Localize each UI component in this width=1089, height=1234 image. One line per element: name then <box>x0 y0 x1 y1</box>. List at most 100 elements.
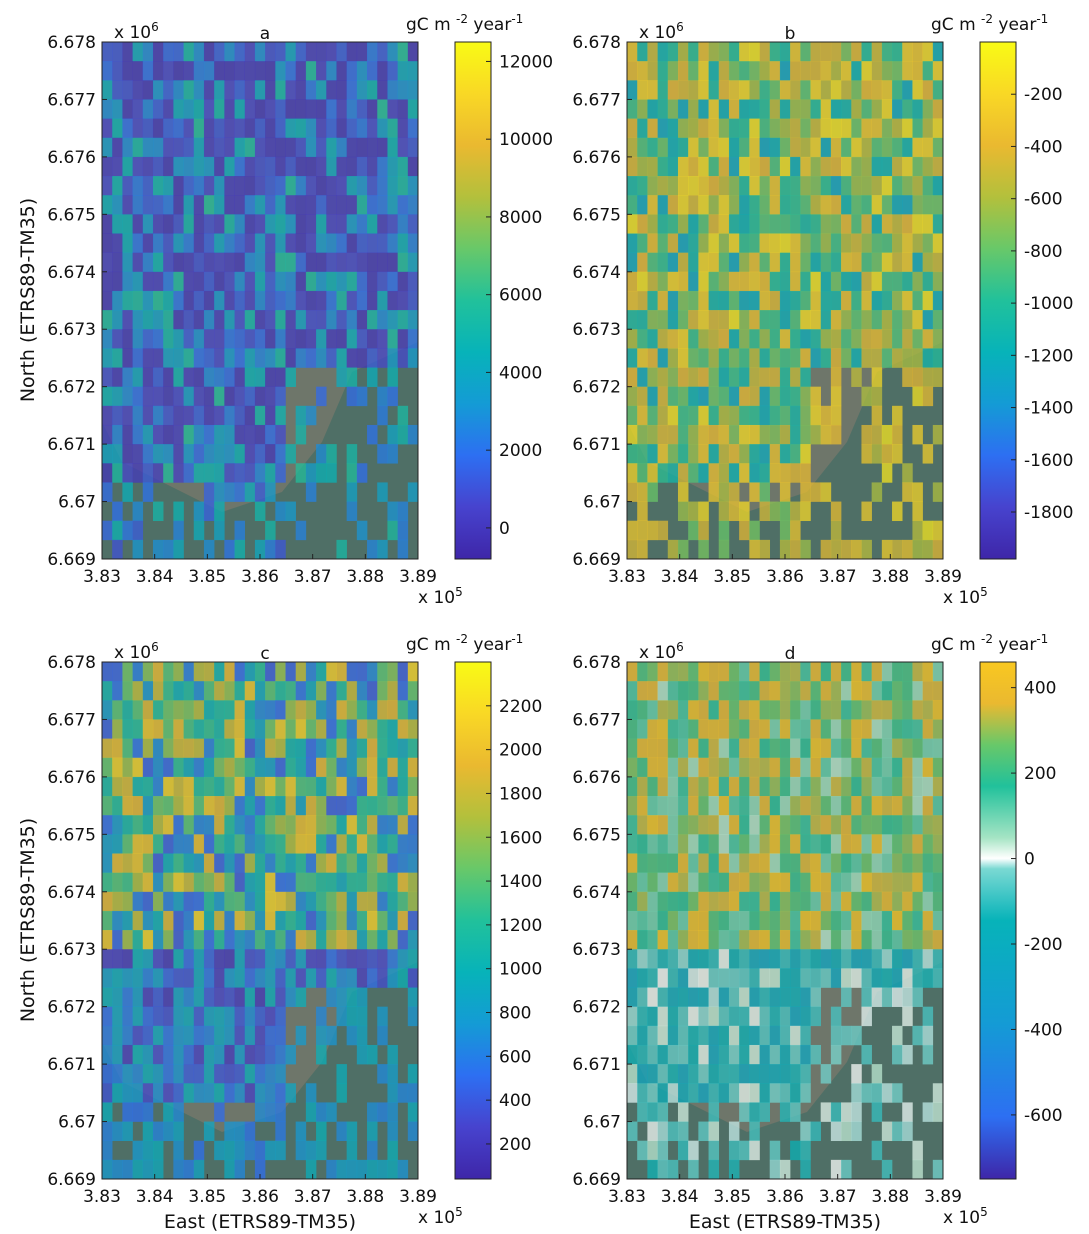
heatmap-cell <box>112 662 123 682</box>
heatmap-cell <box>285 662 296 682</box>
heatmap-cell <box>841 1102 852 1122</box>
heatmap-cell <box>244 176 256 196</box>
y-tick-label: 6.672 <box>47 998 96 1018</box>
heatmap-cell <box>132 99 144 119</box>
heatmap-cell <box>667 834 679 854</box>
heatmap-cell <box>790 405 801 426</box>
heatmap-cell <box>667 367 679 387</box>
heatmap-cell <box>739 719 750 739</box>
heatmap-cell <box>769 1025 781 1046</box>
heatmap-cell <box>356 176 368 196</box>
heatmap-cell <box>871 233 883 253</box>
heatmap-cell <box>647 757 658 778</box>
heatmap-cell <box>769 968 781 988</box>
heatmap-cell <box>647 118 658 139</box>
heatmap-cell <box>132 195 144 215</box>
heatmap-cell <box>728 118 740 139</box>
heatmap-cell <box>285 137 296 158</box>
heatmap-cell <box>912 891 923 912</box>
heatmap-cell <box>122 1044 133 1065</box>
heatmap-cell <box>637 949 648 969</box>
heatmap-cell <box>841 834 852 854</box>
heatmap-cell <box>728 405 740 426</box>
heatmap-cell <box>871 700 883 720</box>
heatmap-cell <box>912 968 923 988</box>
heatmap-cell <box>265 310 276 330</box>
heatmap-cell <box>224 195 235 215</box>
heatmap-cell <box>173 539 184 559</box>
heatmap-cell <box>820 348 832 368</box>
heatmap-cell <box>122 176 133 196</box>
heatmap-cell <box>265 700 276 720</box>
panel-title: d <box>785 644 796 664</box>
heatmap-cell <box>637 1064 648 1084</box>
heatmap-cell <box>779 796 791 816</box>
heatmap-cell <box>234 872 246 893</box>
y-exponent: x 106 <box>639 20 684 43</box>
heatmap-cell <box>397 681 409 701</box>
heatmap-cell <box>244 1064 256 1084</box>
heatmap-cell <box>688 700 699 720</box>
heatmap-cell <box>183 233 195 253</box>
heatmap-cell <box>265 348 276 368</box>
heatmap-cell <box>769 118 781 139</box>
heatmap-cell <box>861 700 872 720</box>
heatmap-cell <box>305 271 317 292</box>
heatmap-cell <box>851 872 862 893</box>
heatmap-cell <box>790 796 801 816</box>
heatmap-cell <box>739 1102 750 1122</box>
heatmap-cell <box>759 853 771 873</box>
heatmap-cell <box>122 738 133 759</box>
heatmap-cell <box>265 796 276 816</box>
heatmap-cell <box>142 1025 154 1046</box>
heatmap-cell <box>698 987 709 1007</box>
heatmap-cell <box>912 1025 923 1046</box>
heatmap-cell <box>203 156 215 177</box>
heatmap-cell <box>810 1006 821 1027</box>
heatmap-cell <box>749 1102 760 1122</box>
heatmap-cell <box>346 719 358 739</box>
heatmap-cell <box>163 290 174 311</box>
heatmap-cell <box>285 367 296 387</box>
heatmap-cell <box>759 42 771 62</box>
heatmap-cell <box>708 968 720 988</box>
heatmap-cell <box>244 424 256 445</box>
heatmap-cell <box>326 1102 337 1122</box>
heatmap-cell <box>203 949 215 969</box>
heatmap-cell <box>336 738 347 759</box>
heatmap-cell <box>316 757 327 778</box>
heatmap-cell <box>922 290 934 311</box>
heatmap-cell <box>698 99 709 119</box>
heatmap-cell <box>627 872 638 893</box>
heatmap-cell <box>698 738 709 759</box>
heatmap-cell <box>122 1083 133 1103</box>
heatmap-cell <box>214 156 225 177</box>
heatmap-cell <box>861 195 872 215</box>
heatmap-cell <box>407 1121 418 1142</box>
heatmap-cell <box>647 156 658 177</box>
heatmap-cell <box>637 1025 648 1046</box>
heatmap-cell <box>387 195 398 215</box>
heatmap-cell <box>336 776 347 797</box>
heatmap-cell <box>132 214 144 234</box>
heatmap-cell <box>173 252 184 273</box>
heatmap-cell <box>397 700 409 720</box>
heatmap-cell <box>305 891 317 912</box>
heatmap-cell <box>163 1044 174 1065</box>
heatmap-cell <box>759 815 771 835</box>
heatmap-cell <box>667 910 679 931</box>
heatmap-cell <box>214 757 225 778</box>
heatmap-cell <box>265 891 276 912</box>
heatmap-cell <box>627 757 638 778</box>
colorbar-tick-label: -1400 <box>1024 399 1073 419</box>
heatmap-cell <box>112 444 123 464</box>
heatmap-cell <box>132 386 144 407</box>
heatmap-cell <box>637 271 648 292</box>
heatmap-cell <box>779 1064 791 1084</box>
heatmap-cell <box>102 872 113 893</box>
heatmap-cell <box>637 1044 648 1065</box>
heatmap-cell <box>779 662 791 682</box>
heatmap-cell <box>902 156 913 177</box>
heatmap-cell <box>203 405 215 426</box>
heatmap-cell <box>254 930 266 950</box>
